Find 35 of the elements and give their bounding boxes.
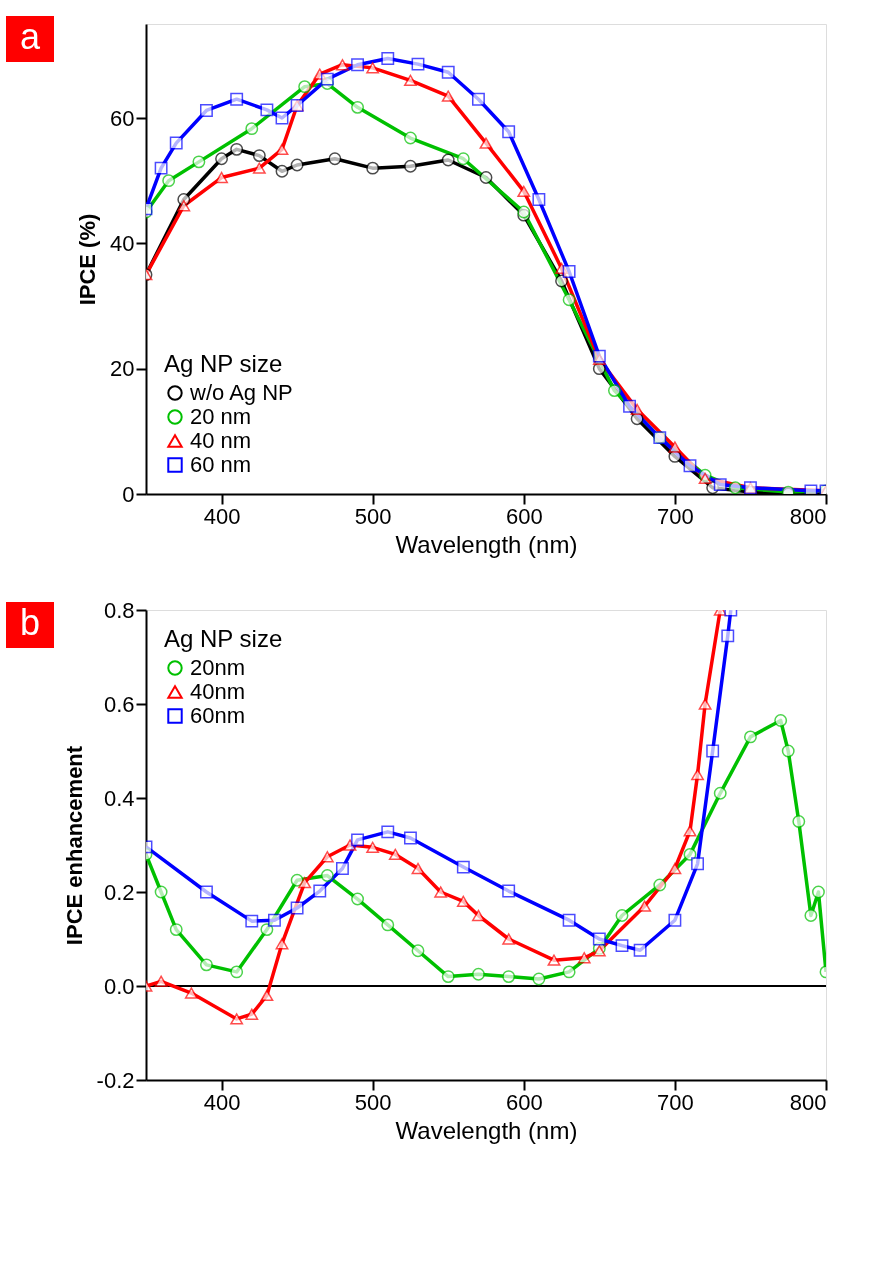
legend-title: Ag NP size xyxy=(164,625,283,652)
y-tick-label: 0.4 xyxy=(103,785,135,811)
legend-label: 60nm xyxy=(190,703,246,728)
y-tick-label: 0 xyxy=(122,481,135,507)
x-axis-title: Wavelength (nm) xyxy=(395,530,578,558)
x-tick-label: 500 xyxy=(354,503,392,529)
y-tick-label: 0.6 xyxy=(103,691,135,717)
y-tick-label: 20 xyxy=(110,356,135,382)
y-tick-label: 0.8 xyxy=(103,597,135,623)
x-axis-title: Wavelength (nm) xyxy=(395,1116,578,1144)
y-axis-title: IPCE (%) xyxy=(75,213,101,306)
legend-title: Ag NP size xyxy=(164,350,283,377)
legend-label: 40nm xyxy=(190,679,246,704)
chart-title: b xyxy=(19,602,41,643)
x-tick-label: 800 xyxy=(789,503,827,529)
y-tick-label: 40 xyxy=(110,230,135,256)
legend-label: 60 nm xyxy=(190,452,252,477)
x-tick-label: 700 xyxy=(657,1089,694,1115)
chart-title: a xyxy=(19,16,41,57)
y-axis-title: IPCE enhancement xyxy=(61,745,87,946)
y-tick-label: 0.0 xyxy=(103,973,135,999)
x-tick-label: 500 xyxy=(354,1089,392,1115)
x-tick-label: 700 xyxy=(657,503,694,529)
legend-label: 40 nm xyxy=(190,428,252,453)
y-tick-label: 60 xyxy=(110,105,135,131)
x-tick-label: 800 xyxy=(789,1089,827,1115)
x-tick-label: 400 xyxy=(203,503,241,529)
x-tick-label: 400 xyxy=(203,1089,241,1115)
y-tick-label: 0.2 xyxy=(103,879,135,905)
legend-label: 20nm xyxy=(190,655,246,680)
x-tick-label: 600 xyxy=(505,1089,543,1115)
y-tick-label: -0.2 xyxy=(96,1067,135,1093)
legend-label: w/o Ag NP xyxy=(189,380,293,405)
legend-label: 20 nm xyxy=(190,404,252,429)
x-tick-label: 600 xyxy=(505,503,543,529)
